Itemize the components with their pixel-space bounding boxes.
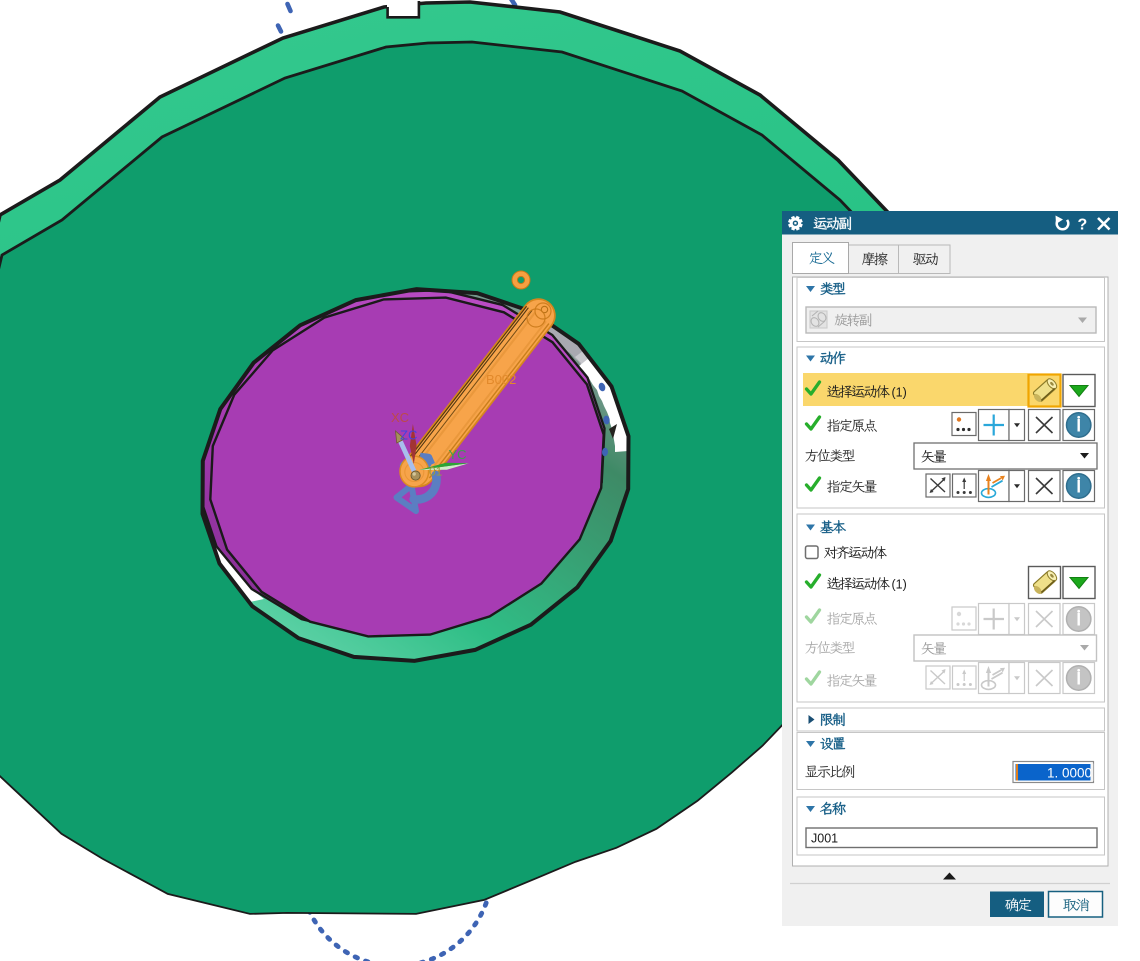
svg-text:ZC: ZC xyxy=(400,428,417,443)
svg-text:(1): (1) xyxy=(892,386,907,400)
svg-text:YC: YC xyxy=(449,447,467,462)
svg-text:J001: J001 xyxy=(811,832,838,846)
svg-text:01: 01 xyxy=(429,465,443,479)
svg-text:XC: XC xyxy=(391,410,409,425)
svg-text:?: ? xyxy=(1078,217,1088,234)
svg-text:1. 0000: 1. 0000 xyxy=(1047,766,1092,781)
svg-text:B002: B002 xyxy=(486,372,516,387)
svg-text:(1): (1) xyxy=(892,578,907,592)
